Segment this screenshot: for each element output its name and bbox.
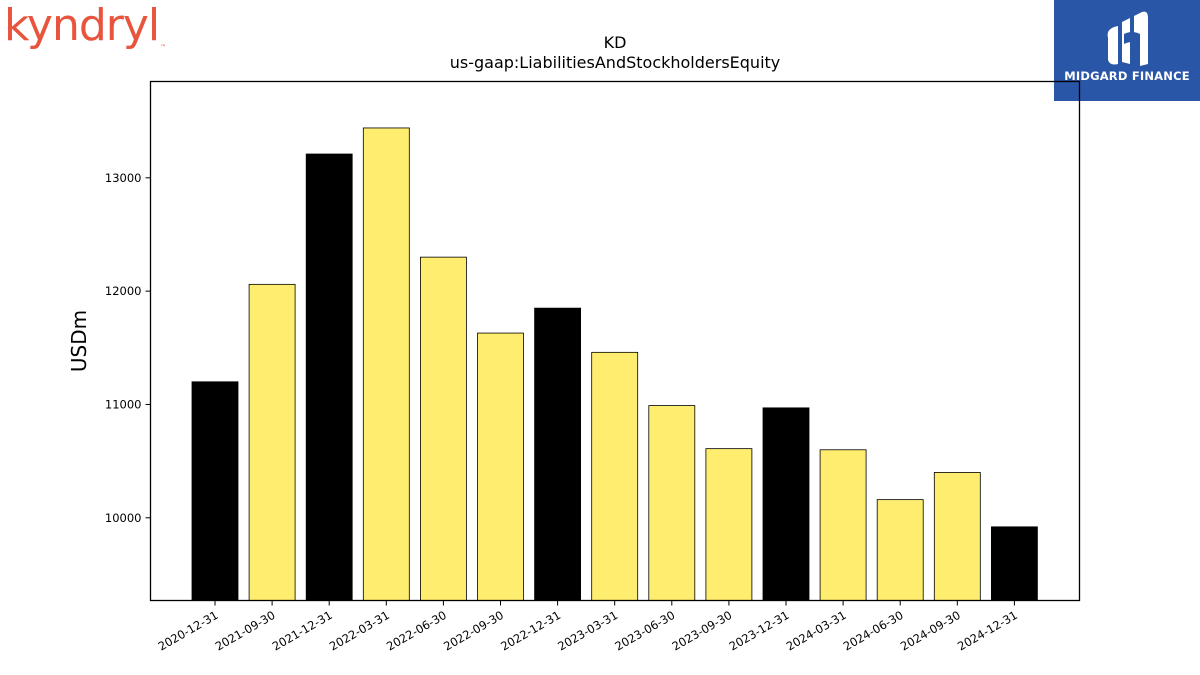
x-tick-label: 2023-09-30 — [670, 608, 735, 654]
bar-2024-12-31 — [991, 526, 1038, 601]
x-tick-label: 2024-06-30 — [841, 608, 906, 654]
bar-2024-06-30 — [876, 499, 924, 601]
x-tick-label: 2024-03-31 — [784, 608, 849, 654]
bar-2023-03-31 — [591, 351, 639, 601]
x-tick-label: 2021-12-31 — [270, 608, 335, 654]
y-tick-label: 11000 — [105, 397, 142, 411]
y-tick-label: 12000 — [105, 284, 142, 298]
bar-2022-09-30 — [477, 332, 524, 601]
x-tick-label: 2023-03-31 — [555, 608, 620, 654]
bars-group — [191, 127, 1038, 601]
bar-2023-12-31 — [762, 407, 810, 601]
y-tick-label: 10000 — [105, 511, 142, 525]
bar-2021-12-31 — [305, 153, 353, 601]
x-tick-label: 2024-12-31 — [955, 608, 1020, 654]
midgard-emblem-icon — [1107, 11, 1148, 67]
x-tick-label: 2022-06-30 — [384, 608, 449, 654]
midgard-finance-logo: MIDGARD FINANCE — [1054, 0, 1200, 101]
x-tick-label: 2022-12-31 — [498, 608, 563, 654]
bar-2022-12-31 — [534, 307, 581, 601]
x-tick-label: 2022-09-30 — [441, 608, 506, 654]
bar-2021-09-30 — [248, 283, 296, 601]
y-ticks-group: 10000 11000 12000 13000 — [105, 171, 151, 525]
y-tick-label: 13000 — [105, 171, 142, 185]
kyndryl-logo: kyndryl™ — [4, 0, 166, 51]
chart-subtitle: us-gaap:LiabilitiesAndStockholdersEquity — [450, 53, 781, 72]
bar-2022-06-30 — [419, 256, 467, 601]
x-tick-label: 2024-09-30 — [898, 608, 963, 654]
x-tick-label: 2023-06-30 — [612, 608, 677, 654]
kyndryl-trademark: ™ — [160, 44, 166, 51]
bar-2022-03-31 — [362, 127, 410, 601]
bar-2024-03-31 — [819, 449, 867, 601]
x-tick-label: 2020-12-31 — [156, 608, 221, 654]
y-axis-label: USDm — [67, 310, 91, 372]
chart-title: KD — [604, 33, 627, 52]
plot-frame — [149, 80, 1081, 602]
x-tick-label: 2022-03-31 — [327, 608, 392, 654]
kyndryl-logo-text: kyndryl — [4, 0, 160, 51]
x-ticks-group: 2020-12-312021-09-302021-12-312022-03-31… — [156, 600, 1020, 654]
bar-2020-12-31 — [191, 381, 239, 601]
bar-2023-06-30 — [648, 405, 696, 601]
bar-2023-09-30 — [705, 448, 753, 601]
x-tick-label: 2021-09-30 — [213, 608, 278, 654]
x-tick-label: 2023-12-31 — [727, 608, 792, 654]
midgard-logo-text: MIDGARD FINANCE — [1064, 69, 1190, 83]
bar-2024-09-30 — [933, 472, 981, 601]
